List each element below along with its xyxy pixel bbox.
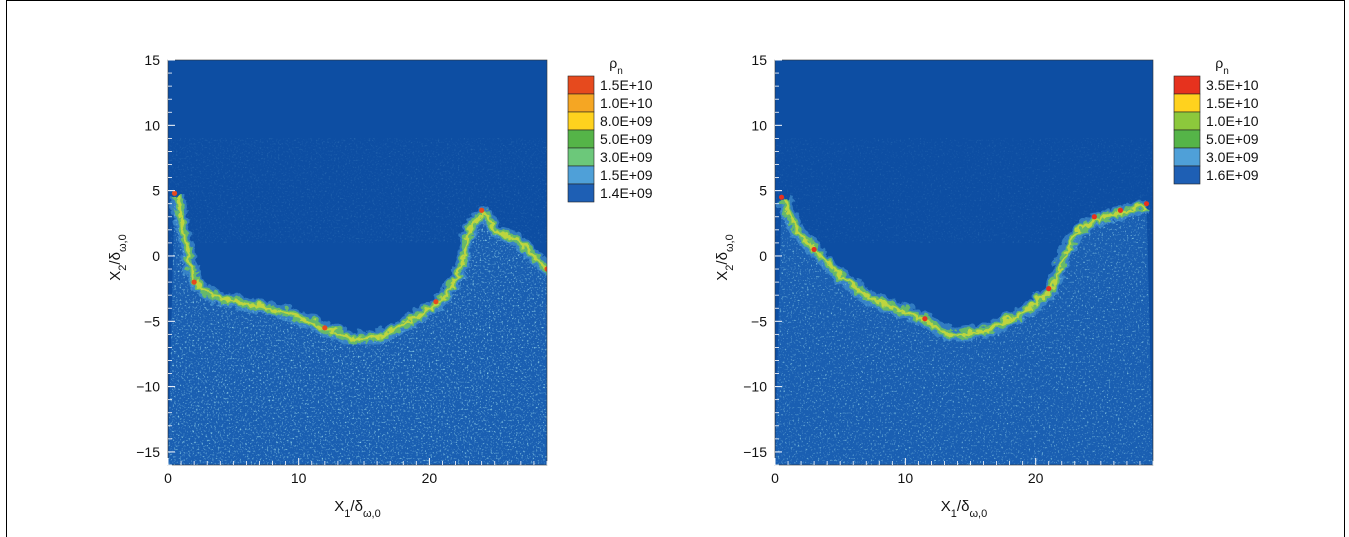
colorbar-level-label: 1.5E+10 [600,77,653,93]
hotspot [1143,201,1150,207]
hotspot [1117,207,1124,213]
x-tick-label: 20 [422,470,438,486]
y-tick-label: −10 [743,379,767,395]
plot-frame [774,59,1154,466]
colorbar-swatch [1173,75,1201,95]
hotspot [1046,286,1052,292]
colorbar: ρn1.5E+10 1.0E+10 8.0E+09 5.0E+09 3.0E+09 1.5… [567,55,653,203]
colorbar-swatch [1173,165,1201,185]
hotspot [1091,214,1097,220]
figure-frame [6,0,1345,537]
colorbar-level-label: 3.5E+10 [1206,77,1259,93]
x-tick-label: 10 [898,470,914,486]
hotspot [171,190,178,196]
hotspot [479,207,485,213]
colorbar-level-label: 8.0E+09 [600,113,653,129]
y-axis-label: X2/δω,0 [714,234,736,280]
x-axis-label: X1/δω,0 [334,498,380,520]
right-plot-panel: 0 10 20 15 10 5 0 −5 −10 −15 X1/δω,0 X2/δω,0 ρn3.5E+… [714,52,1259,520]
interface-band [775,194,1149,342]
hotspot [191,279,197,285]
upper-speckle [775,138,1153,243]
interface-band [168,191,547,344]
colorbar-swatch [567,93,595,113]
colorbar-level-label: 1.0E+10 [1206,113,1259,129]
y-tick-label: 0 [759,248,767,264]
y-tick-label: −5 [751,313,767,329]
hotspot [811,246,817,253]
colorbar-level-label: 1.5E+10 [1206,95,1259,111]
colorbar-level-label: 3.0E+09 [600,149,653,165]
colorbar-level-label: 1.6E+09 [1206,167,1259,183]
x-tick-label: 0 [164,470,172,486]
hotspot [778,194,785,200]
x-tick-label: 10 [291,470,307,486]
colorbar-level-label: 1.5E+09 [600,167,653,183]
colorbar-swatch [567,165,595,185]
y-axis-label: X2/δω,0 [107,234,129,280]
heatmap-field [775,60,1153,465]
y-tick-label: −15 [743,444,767,460]
hotspot [322,325,328,331]
y-tick-label: 0 [152,248,160,264]
colorbar: ρn3.5E+10 1.5E+10 1.0E+10 5.0E+09 3.0E+09 1.6… [1173,55,1259,185]
colorbar-title: ρn [609,55,623,77]
colorbar-level-label: 5.0E+09 [600,131,653,147]
y-tick-label: 15 [144,52,160,68]
left-plot-panel: 0 10 20151050−5−10−15X1/δω,0X2/δω,0ρn1.5E+… [107,52,653,520]
colorbar-swatch [1173,129,1201,149]
y-tick-label: 10 [144,117,160,133]
hotspot [433,299,439,305]
colorbar-swatch [567,129,595,149]
y-tick-label: −15 [136,444,160,460]
colorbar-level-label: 1.0E+10 [600,95,653,111]
colorbar-level-label: 3.0E+09 [1206,149,1259,165]
colorbar-title: ρn [1215,55,1229,77]
colorbar-swatch [567,75,595,95]
x-axis-label: X1/δω,0 [941,498,987,520]
colorbar-swatch [1173,147,1201,167]
colorbar-level-label: 5.0E+09 [1206,131,1259,147]
colorbar-swatch [567,147,595,167]
y-tick-label: 15 [751,52,767,68]
colorbar-level-label: 1.4E+09 [600,185,653,201]
y-tick-label: −10 [136,379,160,395]
y-tick-label: −5 [144,313,160,329]
colorbar-swatch [1173,111,1201,131]
hotspot [544,266,547,272]
colorbar-swatch [1173,93,1201,113]
colorbar-swatch [567,183,595,203]
x-tick-label: 0 [771,470,779,486]
colorbar-swatch [567,111,595,131]
x-tick-label: 20 [1028,470,1044,486]
plot-frame [167,59,548,466]
heatmap-field [168,60,547,465]
hotspot [922,316,928,322]
y-tick-label: 10 [751,117,767,133]
y-tick-label: 5 [759,183,767,199]
y-tick-label: 5 [152,183,160,199]
